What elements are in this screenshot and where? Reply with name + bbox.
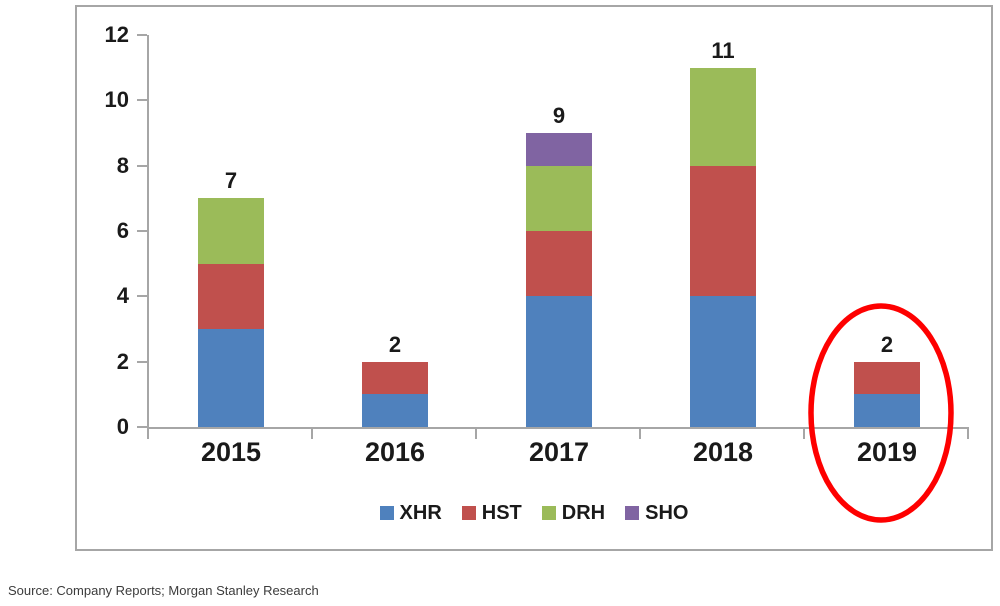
chart-frame: 0 2 4 6 8 10 12 7 2 9 11 2 2015 2016 2017 2018 2019 XH… [75,5,993,551]
bar-segment-xhr-2017 [526,296,592,427]
y-tick [137,230,147,232]
x-tick [147,427,149,439]
legend-label-xhr: XHR [399,502,442,524]
y-tick-label: 4 [116,283,129,309]
x-axis-label-2016: 2016 [364,437,426,467]
bar-segment-drh-2017 [526,165,592,231]
y-tick [137,164,147,167]
chart-legend: XHR HST DRH SHO [77,503,991,523]
legend-item-sho: SHO [625,503,688,523]
bar-segment-drh-2018 [690,67,756,166]
legend-label-sho: SHO [645,502,689,524]
bar-segment-hst-2018 [690,165,756,297]
bar-segment-hst-2019 [854,361,920,395]
y-tick-label: 2 [116,348,129,374]
y-tick-label: 0 [116,414,129,439]
legend-item-xhr: XHR [379,502,442,524]
y-tick [137,360,147,363]
x-axis-label-2015: 2015 [200,437,262,467]
x-axis-label-2018: 2018 [692,437,754,467]
bar-segment-xhr-2018 [690,296,756,427]
y-tick [137,295,147,298]
bar-segment-xhr-2016 [362,394,428,427]
source-note: Source: Company Reports; Morgan Stanley … [8,583,319,598]
y-axis-line [147,35,149,439]
x-axis-line [147,427,969,429]
bar-segment-sho-2017 [526,133,592,166]
bar-segment-hst-2015 [198,263,264,329]
x-tick [475,427,477,439]
x-axis-label-2019: 2019 [856,437,918,467]
y-tick-label: 8 [116,152,129,178]
bar-segment-xhr-2019 [854,394,920,427]
bar-segment-drh-2015 [198,198,264,264]
bar-total-label: 7 [224,168,238,194]
x-tick [639,427,641,439]
legend-swatch-xhr [379,506,394,520]
y-tick-label: 10 [104,87,129,113]
legend-swatch-drh [541,506,556,520]
legend-item-hst: HST [461,502,522,524]
y-tick-label: 12 [104,22,129,47]
legend-label-drh: DRH [561,502,606,524]
x-tick [967,427,969,439]
x-tick [311,427,313,439]
legend-swatch-hst [461,506,476,520]
bar-segment-hst-2016 [362,361,428,395]
x-axis-label-2017: 2017 [528,437,590,467]
bar-total-label: 9 [552,103,566,128]
bar-total-label: 2 [880,331,894,357]
y-tick [137,34,147,36]
legend-item-drh: DRH [541,502,606,524]
y-tick [137,426,147,428]
y-tick-label: 6 [116,218,129,243]
bar-segment-hst-2017 [526,231,592,297]
bar-total-label: 2 [388,331,402,357]
legend-label-hst: HST [481,502,522,524]
legend-swatch-sho [625,506,640,520]
bar-segment-xhr-2015 [198,329,264,427]
bar-total-label: 11 [711,37,735,63]
y-tick [137,99,147,102]
x-tick [803,427,805,439]
